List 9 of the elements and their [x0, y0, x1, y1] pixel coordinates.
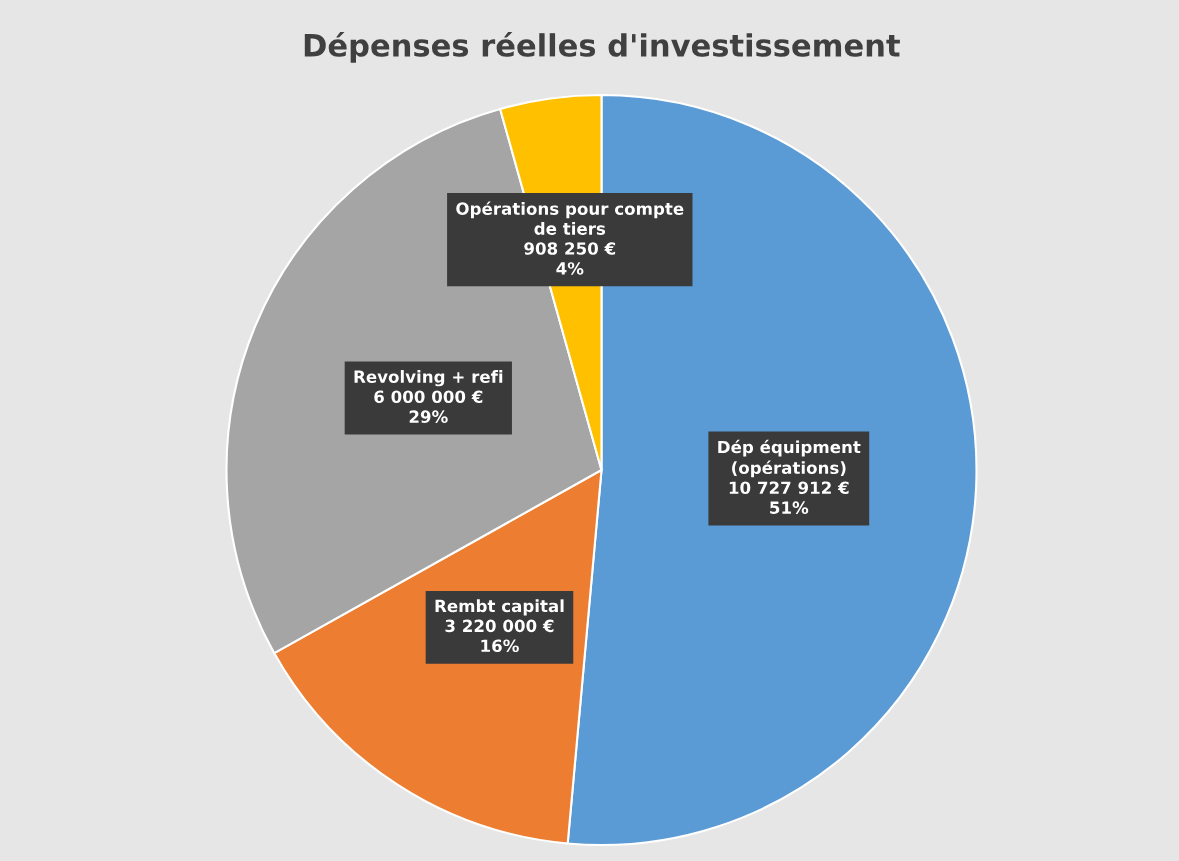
slice-label: Revolving + refi [354, 370, 503, 387]
slice-label: Rembt capital [435, 599, 564, 616]
slice-label: Opérations pour compte de tiers [456, 201, 684, 235]
data-label: 3 220 000 € 16% [445, 619, 554, 653]
data-label: 6 000 000 € 29% [374, 390, 483, 423]
data-label: 10 727 912 € 51% [729, 481, 849, 514]
chart-title: Dépenses réelles d'investissement [304, 31, 900, 63]
data-label: 908 250 € 4% [524, 242, 616, 275]
slice-label: Dép équipment (opérations) [718, 439, 861, 478]
